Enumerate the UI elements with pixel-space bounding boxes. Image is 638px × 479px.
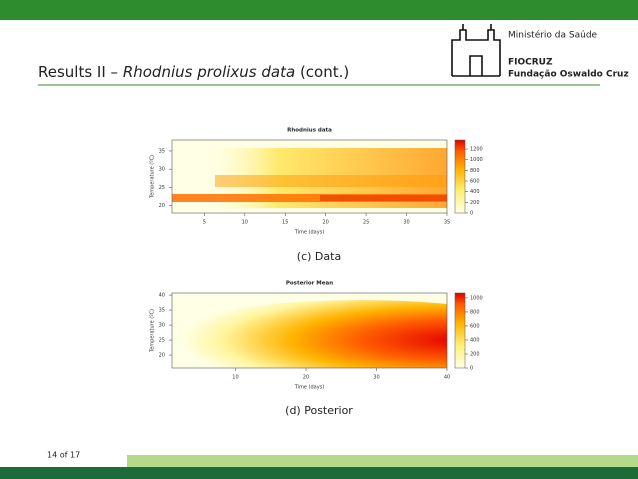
plot-title: Rhodnius data	[287, 128, 332, 134]
heatmap	[172, 140, 447, 213]
org-line: FIOCRUZ	[508, 58, 553, 68]
colorbar-tick-label: 800	[470, 309, 480, 315]
colorbar-tick-label: 600	[470, 323, 480, 329]
colorbar-tick-label: 400	[470, 337, 480, 343]
x-tick-label: 20	[303, 375, 309, 381]
x-tick-label: 20	[322, 220, 328, 226]
bottom-band	[127, 455, 638, 467]
top-bar	[0, 0, 638, 20]
colorbar-tick-label: 200	[470, 351, 480, 357]
x-tick-label: 5	[203, 220, 206, 226]
logo-area	[440, 20, 638, 82]
y-tick-label: 40	[159, 293, 165, 299]
colorbar-tick-label: 400	[470, 189, 480, 195]
x-tick-label: 25	[363, 220, 369, 226]
heatmap	[172, 293, 447, 368]
x-tick-label: 15	[282, 220, 288, 226]
x-tick-label: 30	[373, 375, 379, 381]
colorbar-tick-label: 200	[470, 200, 480, 206]
title-part: Results II –	[38, 63, 123, 81]
colorbar-tick-label: 1200	[470, 147, 483, 153]
colorbar	[454, 139, 466, 214]
y-tick-label: 25	[159, 338, 165, 344]
y-tick-label: 25	[159, 185, 165, 191]
plot-frame	[171, 139, 448, 214]
x-axis-label: Time (days)	[294, 230, 325, 236]
bottom-bar	[0, 467, 638, 479]
plot-frame	[171, 292, 448, 369]
y-tick-label: 30	[159, 323, 165, 329]
y-tick-label: 20	[159, 203, 165, 209]
logo	[451, 24, 501, 77]
colorbar-tick-label: 1000	[470, 295, 483, 301]
y-tick-label: 30	[159, 167, 165, 173]
x-tick-label: 35	[444, 220, 450, 226]
y-tick-label: 20	[159, 353, 165, 359]
figure-caption: (d) Posterior	[285, 404, 353, 417]
colorbar-tick-label: 0	[470, 366, 473, 372]
org-line: Ministério da Saúde	[508, 30, 598, 41]
x-tick-label: 10	[242, 220, 248, 226]
title-part: Rhodnius prolixus data	[123, 63, 295, 81]
org-line: Fundação Oswaldo Cruz	[508, 70, 629, 80]
figure-caption: (c) Data	[297, 250, 341, 263]
x-tick-label: 40	[444, 375, 450, 381]
x-axis-label: Time (days)	[294, 385, 325, 391]
plot-title: Posterior Mean	[286, 281, 333, 287]
colorbar	[454, 292, 466, 369]
y-tick-label: 35	[159, 308, 165, 314]
colorbar-tick-label: 0	[470, 211, 473, 217]
y-axis-label: Temperature (ºC)	[150, 309, 156, 353]
title-part: (cont.)	[295, 63, 349, 81]
colorbar-tick-label: 600	[470, 179, 480, 185]
x-tick-label: 30	[403, 220, 409, 226]
y-tick-label: 35	[159, 148, 165, 154]
slide-title: Results II – Rhodnius prolixus data (con…	[38, 63, 349, 81]
colorbar-tick-label: 1000	[470, 157, 483, 163]
x-tick-label: 10	[232, 375, 238, 381]
y-axis-label: Temperature (ºC)	[150, 155, 156, 199]
page-number: 14 of 17	[47, 451, 80, 460]
colorbar-tick-label: 800	[470, 168, 480, 174]
